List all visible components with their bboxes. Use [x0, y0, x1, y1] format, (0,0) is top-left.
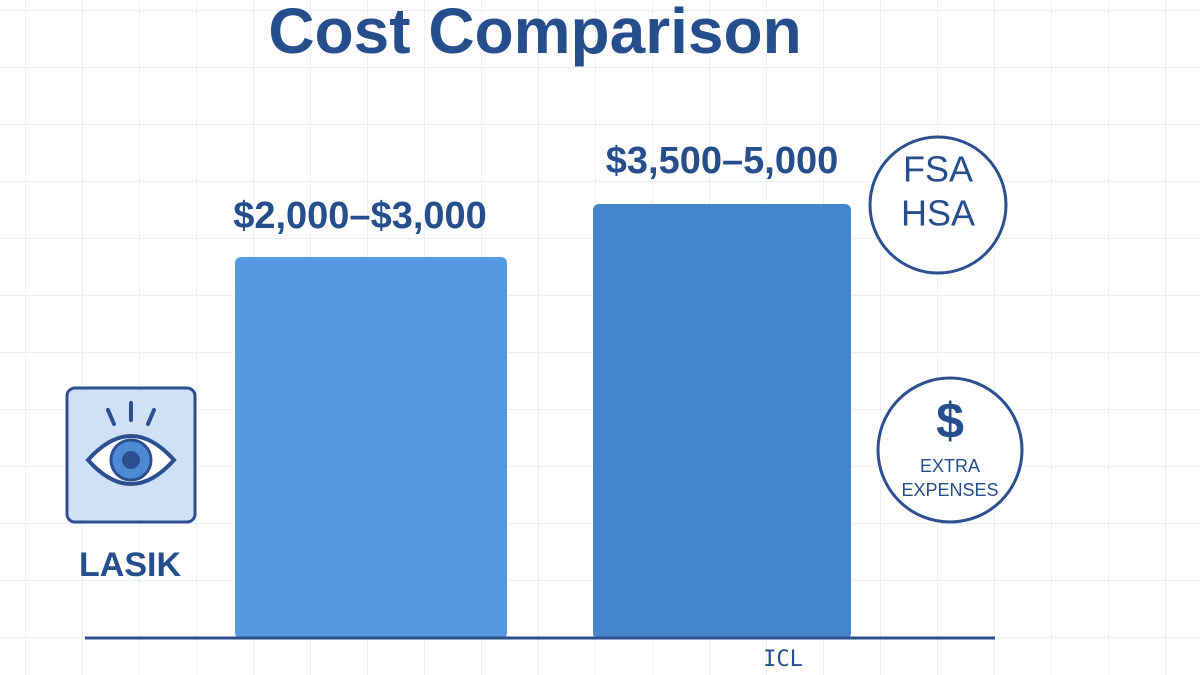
cost-label: $3,500–5,000	[606, 140, 838, 182]
bar-label: ICL	[763, 647, 803, 672]
bar-lasik	[235, 257, 507, 639]
title: Cost Comparison	[268, 0, 801, 67]
badge-text: HSA	[901, 193, 975, 234]
bar-label: LASIK	[79, 546, 181, 584]
eye-icon	[65, 386, 197, 524]
badge-symbol: $	[936, 393, 964, 449]
badge-text: FSA	[903, 149, 973, 190]
badge-text: EXPENSES	[901, 480, 998, 500]
bar-icl	[593, 204, 851, 639]
cost-label: $2,000–$3,000	[233, 195, 487, 237]
badge-text: EXTRA	[920, 456, 980, 476]
extra-badge	[876, 376, 1024, 524]
account-badge	[868, 135, 1008, 275]
